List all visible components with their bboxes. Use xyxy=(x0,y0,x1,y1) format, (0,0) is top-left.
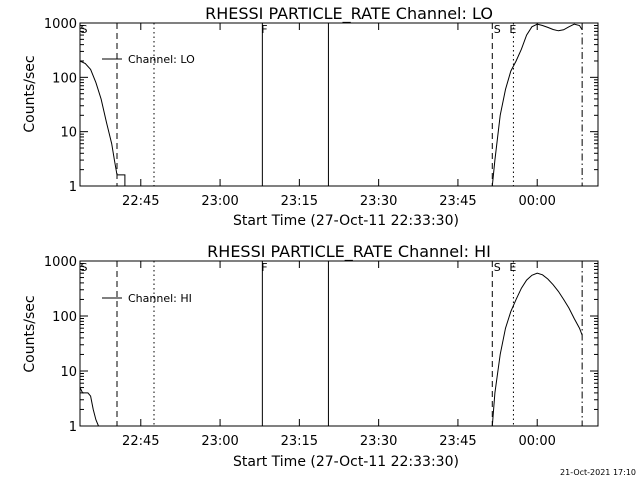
x-tick-label: 23:30 xyxy=(360,434,397,449)
marker-label: S xyxy=(494,261,501,274)
marker-label: F xyxy=(261,261,267,274)
series-line xyxy=(491,272,583,427)
y-tick-label: 100 xyxy=(52,71,77,86)
series-line xyxy=(79,387,99,427)
y-tick-label: 100 xyxy=(52,310,77,325)
legend: Channel: LO xyxy=(102,53,195,66)
x-tick-label: 00:00 xyxy=(518,434,555,449)
marker-label: F xyxy=(261,23,267,36)
x-tick-label: 23:15 xyxy=(281,434,318,449)
chart-title: RHESSI PARTICLE_RATE Channel: HI xyxy=(207,242,491,262)
x-tick-label: 22:45 xyxy=(122,434,159,449)
y-tick-label: 1000 xyxy=(44,17,77,32)
x-tick-label: 23:00 xyxy=(201,194,238,209)
x-tick-label: 23:45 xyxy=(439,434,476,449)
y-tick-label: 1000 xyxy=(44,255,77,270)
count-rate-curve xyxy=(79,272,583,427)
y-tick-label: 1 xyxy=(69,180,77,195)
chart-title: RHESSI PARTICLE_RATE Channel: LO xyxy=(205,4,493,24)
x-tick-label: 22:45 xyxy=(122,194,159,209)
x-axis-label: Start Time (27-Oct-11 22:33:30) xyxy=(233,213,459,229)
marker-label: S xyxy=(81,23,88,36)
series-line xyxy=(491,23,583,187)
axis-ticks: 22:45 23:00 23:15 23:30 23:45 00:00 1 10 100 1000 xyxy=(44,17,598,209)
legend-label: Channel: HI xyxy=(128,292,192,305)
marker-label: E xyxy=(509,23,516,36)
y-axis-label: Counts/sec xyxy=(22,295,38,372)
x-tick-label: 00:00 xyxy=(518,194,555,209)
x-tick-label: 23:15 xyxy=(281,194,318,209)
marker-label: S xyxy=(81,261,88,274)
x-tick-label: 23:30 xyxy=(360,194,397,209)
x-axis-label: Start Time (27-Oct-11 22:33:30) xyxy=(233,454,459,470)
legend: Channel: HI xyxy=(102,292,192,305)
marker-label: E xyxy=(509,261,516,274)
x-tick-label: 23:45 xyxy=(439,194,476,209)
x-tick-label: 23:00 xyxy=(201,434,238,449)
axis-ticks: 22:45 23:00 23:15 23:30 23:45 00:00 1 10 100 1000 xyxy=(44,255,598,449)
marker-label: S xyxy=(494,23,501,36)
legend-label: Channel: LO xyxy=(128,53,195,66)
count-rate-curve xyxy=(79,23,583,187)
y-tick-label: 10 xyxy=(60,126,77,141)
y-axis-label: Counts/sec xyxy=(22,55,38,132)
y-tick-label: 10 xyxy=(60,365,77,380)
plot-frame xyxy=(79,260,599,427)
date-stamp: 21-Oct-2021 17:10 xyxy=(560,468,636,477)
plot-frame xyxy=(79,22,599,187)
series-line xyxy=(79,60,126,186)
y-tick-label: 1 xyxy=(69,420,77,435)
